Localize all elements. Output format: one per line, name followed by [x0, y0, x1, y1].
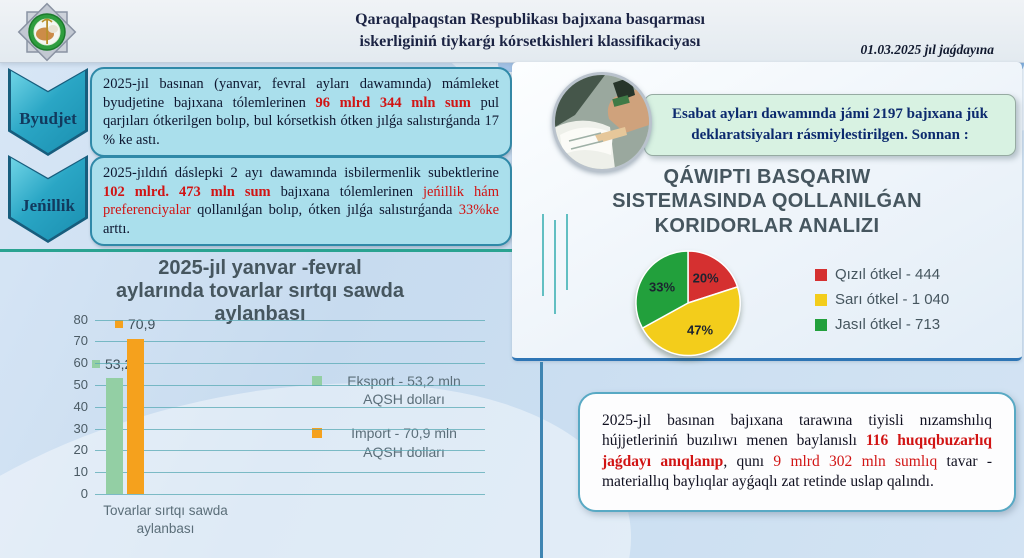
gridline: [95, 363, 485, 365]
bar-value: 70,9: [128, 316, 156, 332]
vertical-divider: [540, 362, 543, 558]
horizontal-divider: [0, 249, 512, 252]
y-axis-tick: 80: [73, 311, 88, 327]
pie-chart-title-line: KORIDORLAR ANALIZI: [654, 214, 880, 237]
sari-color-swatch: [815, 293, 827, 306]
gridline: [95, 385, 485, 386]
y-axis-tick: 20: [73, 442, 88, 458]
pie-chart-title: QÁWIPTI BASQARIW SISTEMASINDA QOLLANILǴA…: [532, 165, 1002, 238]
legend-item-import: Import - 70,9 mln AQSH dolları: [312, 424, 479, 460]
legend-label: AQSH dolları: [363, 443, 445, 460]
jasil-color-swatch: [815, 318, 827, 331]
y-axis-tick: 10: [73, 464, 88, 480]
pie-slice: [635, 250, 689, 330]
pie-slice: [687, 250, 739, 305]
stamping-documents-photo: [552, 72, 652, 172]
customs-star-emblem-icon: [14, 2, 80, 69]
gridline: [95, 494, 485, 495]
text-segment: 33%ke: [458, 202, 499, 219]
legend-item-eksport: Eksport - 53,2 mln AQSH dolları: [312, 372, 479, 408]
legend-item-qizil: Qızıl ótkel - 444: [815, 266, 949, 283]
chevron-label: Byudjet: [19, 109, 77, 129]
pie-percentage-label: 20%: [693, 271, 719, 286]
legend-label: Eksport - 53,2 mln: [347, 373, 461, 389]
violations-box: 2025-jıl basınan bajıxana tarawına tiyis…: [578, 392, 1016, 512]
legend-label: Sarı ótkel - 1 040: [835, 291, 950, 308]
legend-label: Jasıl ótkel - 713: [835, 316, 941, 333]
text-segment: 2025-jıldıń dáslepki 2 ayı dawamında isb…: [103, 165, 499, 181]
bar-chart-title-line: 2025-jıl yanvar -fevral: [158, 257, 362, 279]
pie-chart-legend: Qızıl ótkel - 444 Sarı ótkel - 1 040 Jas…: [815, 266, 949, 333]
text-segment: jeńillik hám preferenciyalar: [103, 183, 499, 219]
gridline: [95, 472, 485, 474]
gridline: [95, 406, 485, 408]
bar-chart: 53,2 70,9 Eksport - 53,2 mln AQSH dollar…: [60, 300, 510, 558]
pie-chart-title-line: QÁWIPTI BASQARIW: [663, 166, 871, 188]
pie-percentage-label: 33%: [649, 280, 675, 295]
page-title-line2: iskerliginiń tiykarǵı kórsetkishleri kla…: [359, 32, 701, 50]
legend-label: Import - 70,9 mln: [351, 425, 457, 442]
y-axis-tick: 40: [73, 398, 88, 414]
import-color-swatch: [115, 320, 123, 328]
gridline: [95, 341, 485, 343]
header: Qaraqalpaqstan Respublikası bajıxana bas…: [0, 0, 1024, 63]
text-segment: , qunı: [723, 452, 774, 470]
decor-line: [554, 220, 556, 314]
legend-label: Qızıl ótkel - 444: [835, 266, 941, 283]
text-segment: 2025-jıl basınan bajıxana tarawına tiyis…: [602, 412, 992, 450]
page-title: Qaraqalpaqstan Respublikası bajıxana bas…: [240, 9, 820, 52]
text-segment: qollanılǵan bolıp, ótken jılǵa salıstırǵ…: [190, 202, 459, 219]
y-axis-tick: 60: [73, 355, 88, 371]
text-segment: 102 mlrd. 473 mln sum: [103, 183, 271, 200]
chevron-byudjet: Byudjet: [8, 68, 88, 156]
pie-chart-title-line: SISTEMASINDA QOLLANILǴAN: [612, 190, 922, 213]
qizil-color-swatch: [815, 268, 827, 281]
gridline: [95, 428, 485, 430]
benefit-info-box: 2025-jıldıń dáslepki 2 ayı dawamında isb…: [90, 156, 512, 247]
bar-chart-title-line: aylarında tovarlar sırtqı sawda: [116, 280, 404, 303]
text-segment: 9 mlrd 302 mln sumlıq: [773, 452, 938, 470]
bar-import: [127, 339, 144, 494]
eksport-color-swatch: [312, 376, 322, 386]
pie-chart: 20% 47% 33%: [632, 247, 744, 359]
text-segment: tavar -materiallıq baylıqlar ayǵaqlı zat…: [602, 452, 993, 491]
legend-item-sari: Sarı ótkel - 1 040: [815, 291, 949, 308]
text-segment: 116 huqıqbuzarlıq jaǵdayı anıqlanıp: [602, 432, 992, 470]
right-panel: Esabat ayları dawamında jámi 2197 bajıxa…: [512, 62, 1022, 361]
chevron-label: Jeńillik: [21, 196, 75, 216]
page-title-line1: Qaraqalpaqstan Respublikası bajıxana bas…: [355, 11, 705, 28]
x-axis-category-label: Tovarlar sırtqı sawda aylanbası: [103, 503, 228, 536]
declarations-banner: Esabat ayları dawamında jámi 2197 bajıxa…: [644, 94, 1016, 156]
text-segment: bajıxana tólemlerinen: [270, 183, 423, 200]
text-segment: arttı.: [103, 220, 130, 237]
gridline: [95, 450, 485, 452]
bar-eksport: [106, 378, 123, 494]
pie-percentage-label: 47%: [687, 323, 713, 338]
y-axis-tick: 0: [80, 486, 88, 501]
text-segment: pul qarjıları ótkerilgen bolıp, bul kórs…: [103, 94, 500, 148]
text-segment: 96 mlrd 344 mln sum: [315, 94, 471, 111]
decor-line: [566, 214, 568, 290]
legend-label: AQSH dolları: [363, 391, 445, 408]
text-segment: 2025-jıl basınan (yanvar, fevral ayları …: [103, 76, 499, 111]
decor-line: [542, 214, 544, 296]
y-axis-tick: 70: [73, 333, 88, 349]
budget-info-box: 2025-jıl basınan (yanvar, fevral ayları …: [90, 67, 512, 158]
legend-item-jasil: Jasıl ótkel - 713: [815, 316, 949, 333]
bar-data-label-import: 70,9: [115, 316, 155, 332]
import-color-swatch: [312, 428, 322, 439]
pie-slice: [641, 285, 741, 357]
report-date: 01.03.2025 jıl jaǵdayına: [860, 42, 994, 57]
gridline: [95, 319, 485, 321]
y-axis-tick: 30: [73, 420, 88, 436]
chevron-jenillik: Jeńillik: [8, 155, 88, 243]
y-axis-tick: 50: [73, 377, 88, 392]
